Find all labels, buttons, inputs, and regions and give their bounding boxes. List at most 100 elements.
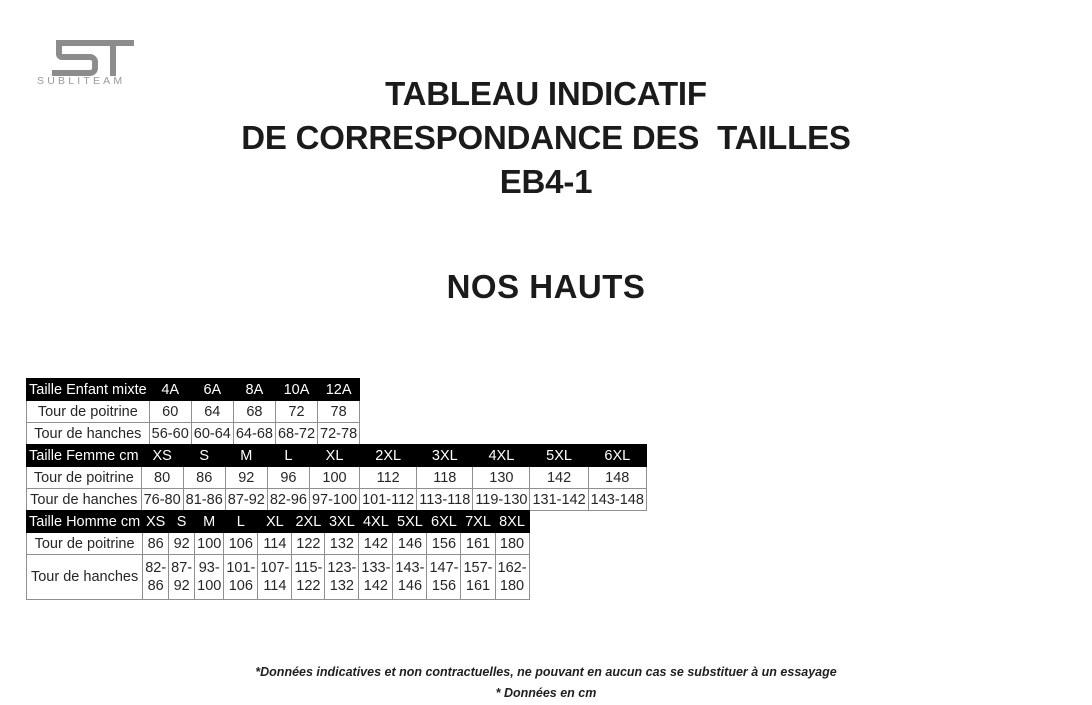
table-cell: 92 [168,532,196,555]
table-femme-size-2xl: 2XL [359,444,418,467]
table-cell: 86 [182,466,226,489]
table-homme: Taille Homme cm XS S M L XL 2XL 3XL 4XL 5XL 6XL 7XL… [25,510,530,600]
table-homme-size-s: S [168,510,196,533]
footnotes: *Données indicatives et non contractuell… [0,662,1092,704]
table-cell: 112 [359,466,418,489]
table-cell: 162-180 [494,554,530,600]
table-cell: 68-72 [274,422,319,445]
table-homme-size-xs: XS [142,510,170,533]
table-cell: 82-96 [266,488,310,511]
table-cell: 115-122 [291,554,326,600]
table-cell: 113-118 [416,488,474,511]
table-cell: 60 [148,400,192,423]
page-title: TABLEAU INDICATIF DE CORRESPONDANCE DES … [0,72,1092,204]
row-label: Tour de poitrine [26,400,150,423]
table-cell: 148 [587,466,647,489]
table-enfant-body: Taille Enfant mixte 4A 6A 8A 10A 12A Tour de p… [26,378,361,445]
table-homme-size-l: L [223,510,259,533]
table-cell: 131-142 [529,488,589,511]
table-cell: 64-68 [232,422,276,445]
table-cell: 114 [257,532,293,555]
table-homme-body: Taille Homme cm XS S M L XL 2XL 3XL 4XL 5XL 6XL 7XL… [25,510,530,600]
table-cell: 147-156 [426,554,462,600]
logo-mark: SUBLITEAM [37,40,134,87]
table-cell: 157-161 [460,554,496,600]
table-homme-size-4xl: 4XL [358,510,394,533]
table-cell: 130 [472,466,531,489]
table-cell: 87-92 [168,554,196,600]
logo-letter-s [52,40,98,76]
table-cell: 93-100 [194,554,225,600]
footnote-1: *Données indicatives et non contractuell… [255,665,837,679]
table-cell: 56-60 [148,422,192,445]
table-cell: 133-142 [358,554,394,600]
table-homme-size-5xl: 5XL [392,510,428,533]
table-cell: 76-80 [140,488,184,511]
table-enfant: Taille Enfant mixte 4A 6A 8A 10A 12A Tour de p… [26,378,361,445]
table-cell: 60-64 [190,422,234,445]
table-homme-size-3xl: 3XL [324,510,360,533]
table-enfant-size-8a: 8A [232,378,276,401]
table-cell: 146 [392,532,428,555]
table-femme-size-5xl: 5XL [529,444,589,467]
row-label: Tour de poitrine [25,532,144,555]
table-femme-size-m: M [224,444,268,467]
table-cell: 156 [426,532,462,555]
row-label: Tour de hanches [26,488,142,511]
table-row: Tour de hanches 76-80 81-86 87-92 82-96 97-10… [26,488,647,511]
table-cell: 96 [266,466,310,489]
table-row: Tour de hanches 82-86 87-92 93-100 101-106 10… [25,554,530,600]
table-cell: 101-112 [359,488,418,511]
table-cell: 64 [190,400,234,423]
table-cell: 82-86 [142,554,170,600]
table-cell: 142 [529,466,589,489]
table-enfant-size-10a: 10A [274,378,319,401]
table-homme-size-m: M [194,510,225,533]
table-row: Tour de poitrine 60 64 68 72 78 [26,400,361,423]
table-cell: 78 [317,400,361,423]
table-femme-size-xl: XL [308,444,361,467]
table-cell: 118 [416,466,474,489]
page-title-line-3: EB4-1 [499,163,593,200]
table-femme-size-s: S [182,444,226,467]
table-femme-size-l: L [266,444,310,467]
row-label: Tour de hanches [26,422,150,445]
row-label: Tour de poitrine [26,466,142,489]
table-femme-body: Taille Femme cm XS S M L XL 2XL 3XL 4XL 5XL 6XL Tou… [26,444,647,511]
table-cell: 86 [142,532,170,555]
table-femme-header-row: Taille Femme cm XS S M L XL 2XL 3XL 4XL 5XL 6XL [26,444,647,467]
table-cell: 68 [232,400,276,423]
table-row: Tour de poitrine 86 92 100 106 114 122 132 142 14… [25,532,530,555]
table-cell: 122 [291,532,326,555]
table-homme-size-6xl: 6XL [426,510,462,533]
table-cell: 132 [324,532,360,555]
table-cell: 106 [223,532,259,555]
table-cell: 143-148 [587,488,647,511]
table-cell: 180 [494,532,530,555]
table-row: Tour de hanches 56-60 60-64 64-68 68-72 72-78 [26,422,361,445]
table-femme-size-xs: XS [140,444,184,467]
table-cell: 97-100 [308,488,361,511]
table-enfant-size-6a: 6A [190,378,234,401]
table-cell: 92 [224,466,268,489]
table-enfant-header-label: Taille Enfant mixte [26,378,150,401]
table-cell: 142 [358,532,394,555]
table-cell: 123-132 [324,554,360,600]
table-cell: 72 [274,400,319,423]
page-title-line-2: DE CORRESPONDANCE DES TAILLES [241,119,851,156]
table-row: Tour de poitrine 80 86 92 96 100 112 118 130 142 1… [26,466,647,489]
table-cell: 81-86 [182,488,226,511]
table-femme-size-3xl: 3XL [416,444,474,467]
table-homme-header-row: Taille Homme cm XS S M L XL 2XL 3XL 4XL 5XL 6XL 7XL… [25,510,530,533]
logo-wordmark: SUBLITEAM [37,75,125,87]
table-cell: 143-146 [392,554,428,600]
table-enfant-size-12a: 12A [317,378,361,401]
table-enfant-size-4a: 4A [148,378,192,401]
table-homme-size-7xl: 7XL [460,510,496,533]
table-femme-size-6xl: 6XL [587,444,647,467]
table-cell: 87-92 [224,488,268,511]
table-cell: 119-130 [472,488,531,511]
table-homme-size-2xl: 2XL [291,510,326,533]
table-cell: 80 [140,466,184,489]
brand-logo: SUBLITEAM [34,24,194,88]
